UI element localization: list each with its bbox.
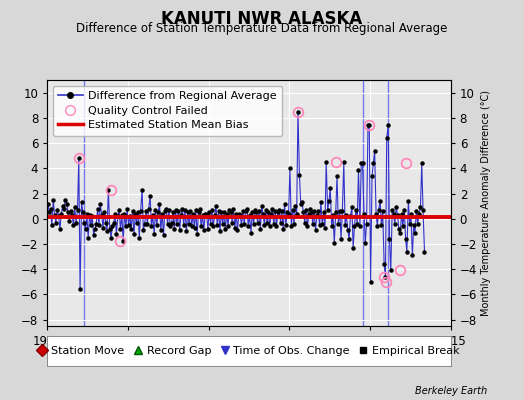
Text: Berkeley Earth: Berkeley Earth xyxy=(415,386,487,396)
Legend: Difference from Regional Average, Quality Control Failed, Estimated Station Mean: Difference from Regional Average, Qualit… xyxy=(53,86,282,136)
Y-axis label: Monthly Temperature Anomaly Difference (°C): Monthly Temperature Anomaly Difference (… xyxy=(481,90,491,316)
Text: Difference of Station Temperature Data from Regional Average: Difference of Station Temperature Data f… xyxy=(77,22,447,35)
Legend: Station Move, Record Gap, Time of Obs. Change, Empirical Break: Station Move, Record Gap, Time of Obs. C… xyxy=(34,342,464,360)
Text: KANUTI NWR ALASKA: KANUTI NWR ALASKA xyxy=(161,10,363,28)
